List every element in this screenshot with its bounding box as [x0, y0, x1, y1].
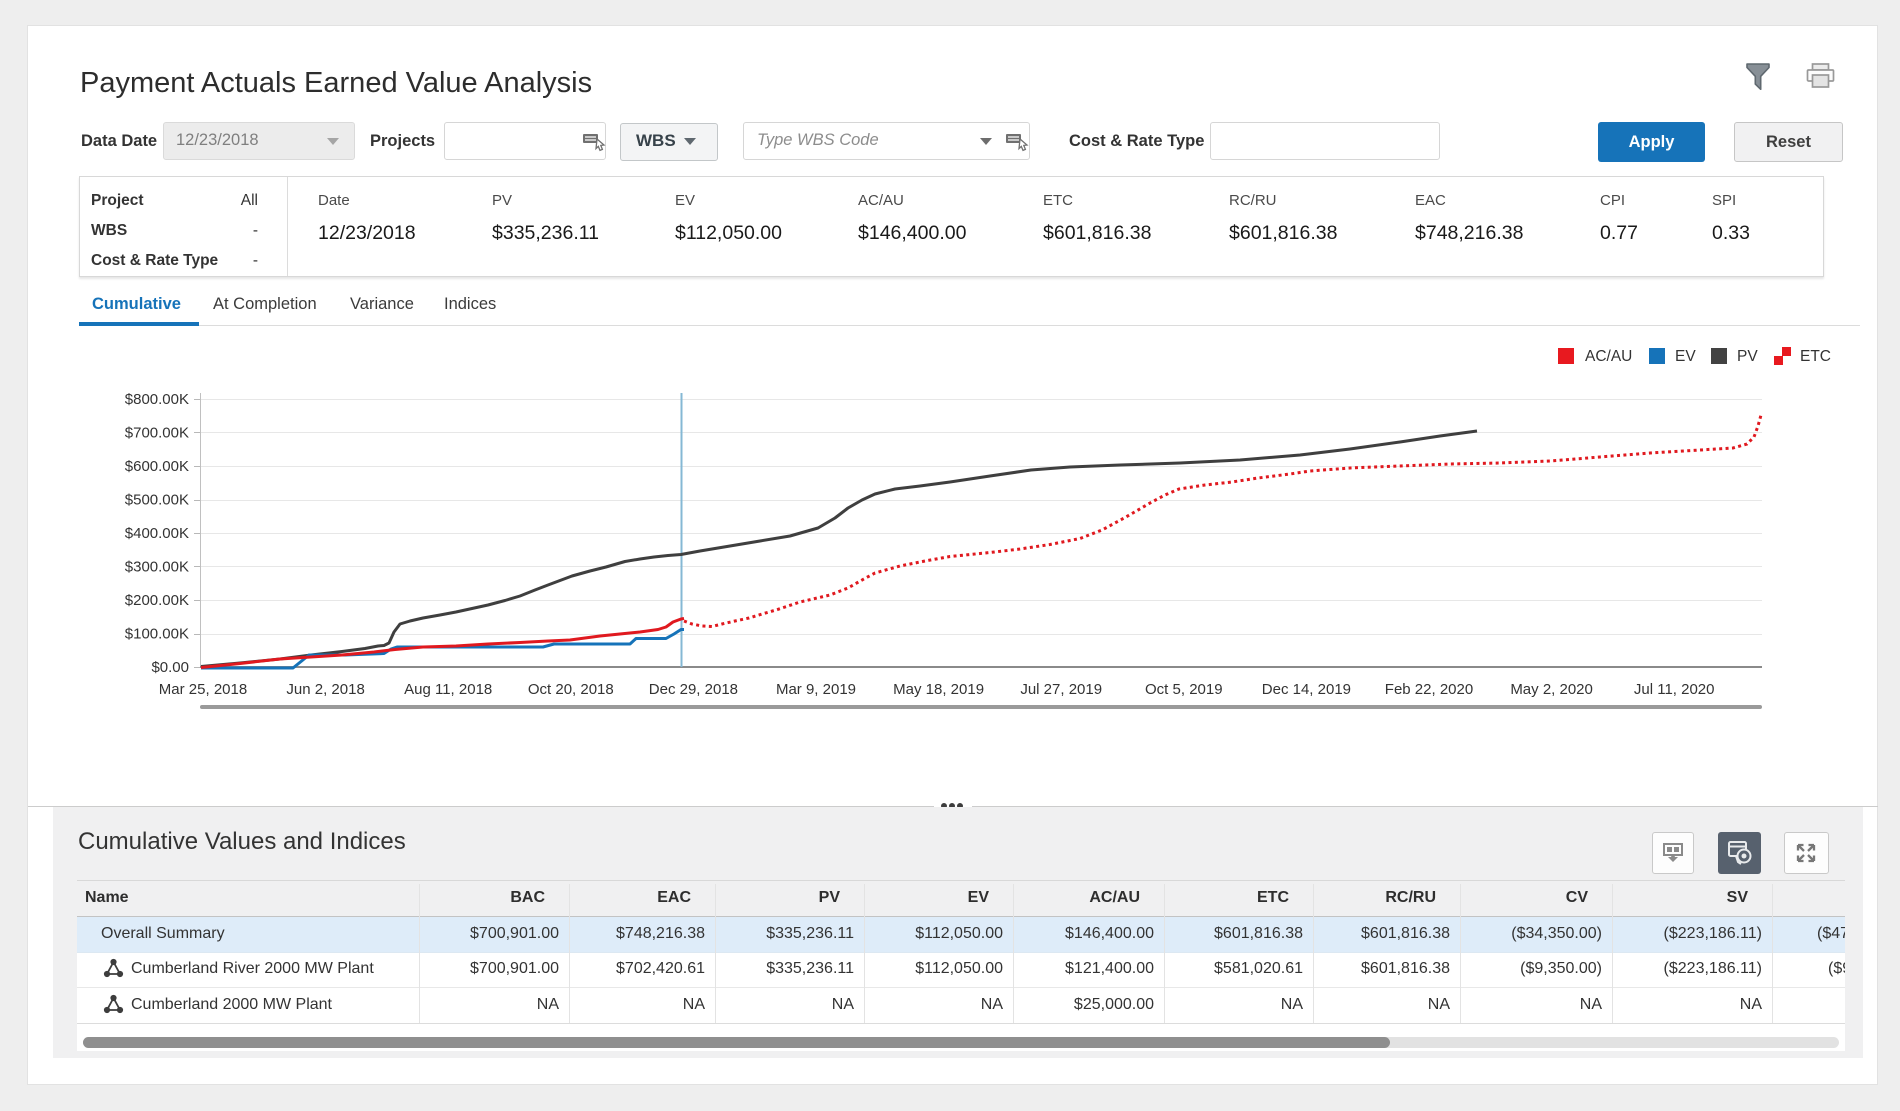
svg-text:Mar 25, 2018: Mar 25, 2018 [159, 681, 247, 698]
svg-text:$800.00K: $800.00K [125, 391, 189, 408]
svg-text:Feb 22, 2020: Feb 22, 2020 [1385, 681, 1473, 698]
svg-text:Dec 14, 2019: Dec 14, 2019 [1262, 681, 1351, 698]
svg-text:$0.00: $0.00 [151, 659, 189, 676]
svg-text:Jul 27, 2019: Jul 27, 2019 [1020, 681, 1102, 698]
svg-text:Oct 20, 2018: Oct 20, 2018 [528, 681, 614, 698]
svg-text:Dec 29, 2018: Dec 29, 2018 [649, 681, 738, 698]
svg-text:May 2, 2020: May 2, 2020 [1510, 681, 1593, 698]
svg-text:$500.00K: $500.00K [125, 492, 189, 509]
svg-text:$700.00K: $700.00K [125, 425, 189, 442]
svg-text:Aug 11, 2018: Aug 11, 2018 [404, 681, 492, 698]
svg-text:$300.00K: $300.00K [125, 559, 189, 576]
svg-text:$100.00K: $100.00K [125, 626, 189, 643]
svg-text:$200.00K: $200.00K [125, 592, 189, 609]
svg-text:Jul 11, 2020: Jul 11, 2020 [1634, 681, 1715, 698]
svg-text:Oct 5, 2019: Oct 5, 2019 [1145, 681, 1223, 698]
svg-text:Mar 9, 2019: Mar 9, 2019 [776, 681, 856, 698]
svg-text:$400.00K: $400.00K [125, 525, 189, 542]
svg-text:May 18, 2019: May 18, 2019 [893, 681, 984, 698]
svg-text:Jun 2, 2018: Jun 2, 2018 [286, 681, 364, 698]
svg-text:$600.00K: $600.00K [125, 458, 189, 475]
